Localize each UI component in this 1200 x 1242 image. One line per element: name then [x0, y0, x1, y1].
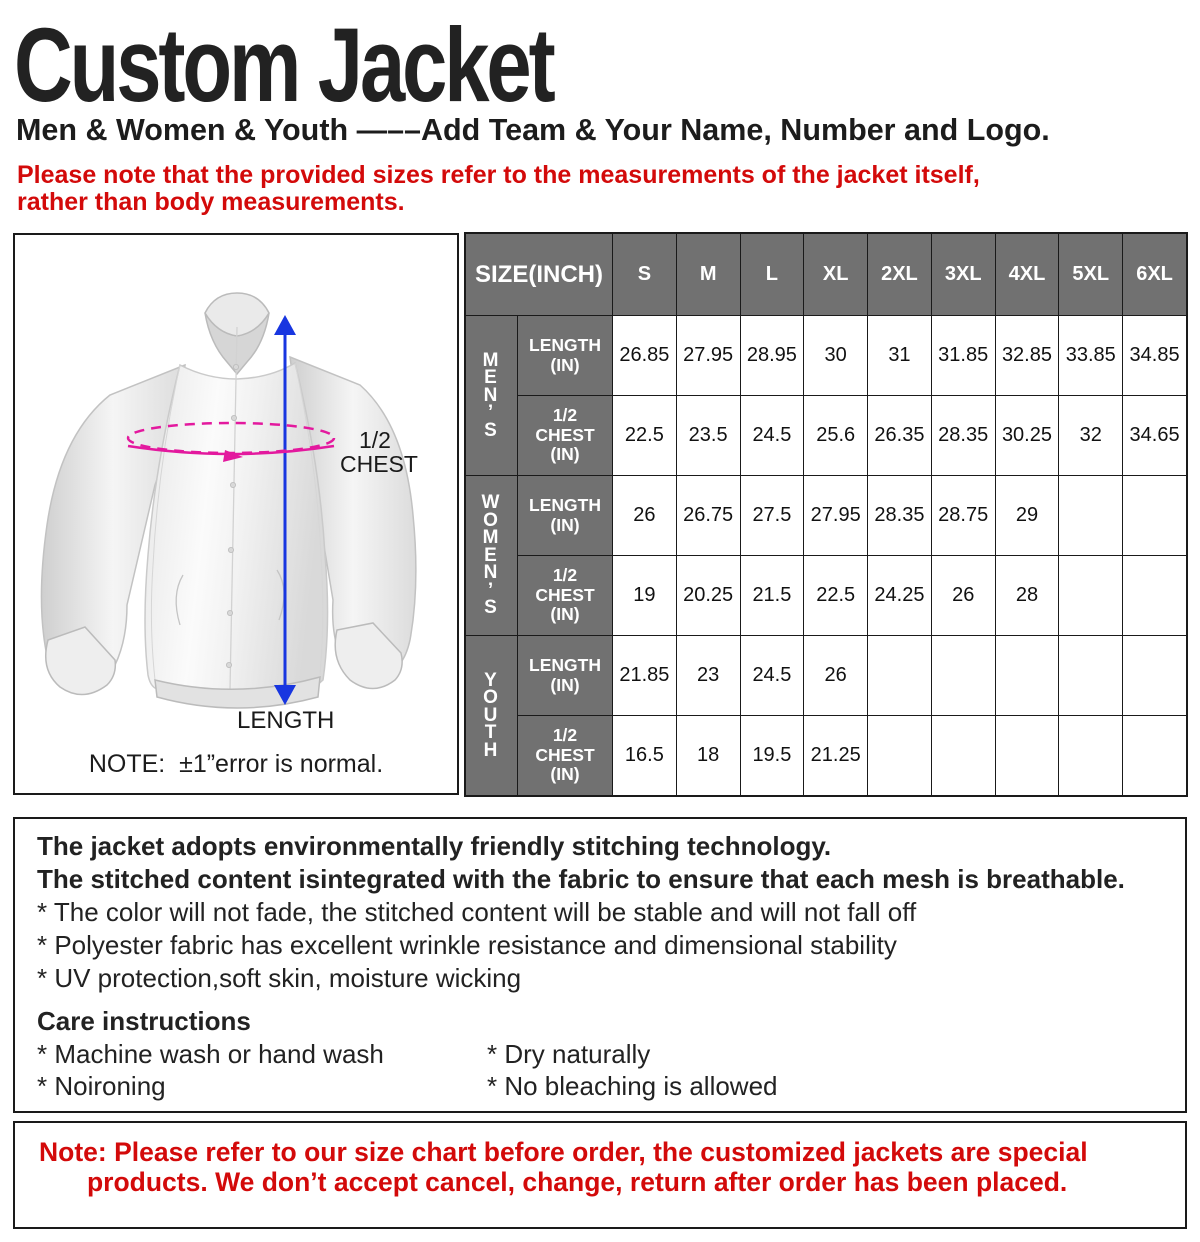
svg-text:1/2: 1/2 — [359, 427, 391, 453]
svg-text:CHEST: CHEST — [340, 451, 418, 477]
svg-text:LENGTH: LENGTH — [237, 707, 334, 734]
